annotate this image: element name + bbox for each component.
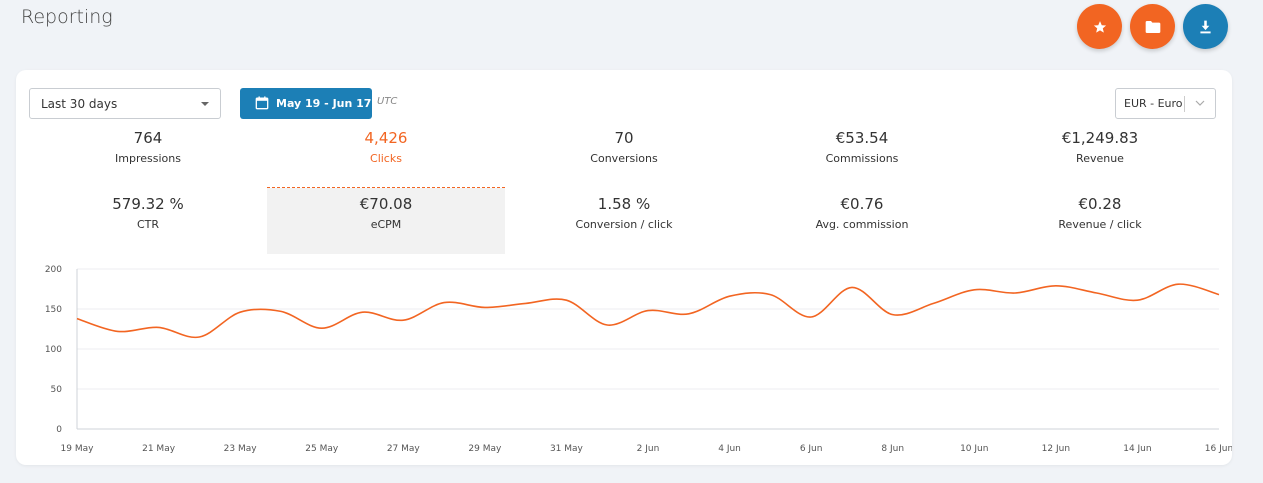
download-icon <box>1200 20 1211 33</box>
x-tick-label: 23 May <box>224 444 258 454</box>
period-select-value: Last 30 days <box>41 96 118 111</box>
metric-label: Clicks <box>370 152 402 165</box>
metric-label: Conversion / click <box>575 218 673 231</box>
period-select[interactable]: Last 30 days <box>29 88 221 119</box>
favorite-button[interactable] <box>1077 4 1122 49</box>
metric-value: 579.32 % <box>112 195 184 213</box>
metric-label: eCPM <box>370 218 402 231</box>
metric-label: Conversions <box>590 152 658 165</box>
date-range-button[interactable]: May 19 - Jun 17 <box>240 88 372 119</box>
x-tick-label: 4 Jun <box>718 444 741 454</box>
y-tick-label: 50 <box>51 385 63 395</box>
x-tick-label: 29 May <box>468 444 502 454</box>
metric-revenue-per-click[interactable]: €0.28 Revenue / click <box>981 188 1219 254</box>
x-tick-label: 14 Jun <box>1123 444 1151 454</box>
folder-button[interactable] <box>1130 4 1175 49</box>
metric-label: CTR <box>136 218 160 231</box>
metric-avg-commission[interactable]: €0.76 Avg. commission <box>743 188 981 254</box>
x-tick-label: 8 Jun <box>881 444 904 454</box>
currency-select-value: EUR - Euro <box>1124 97 1183 110</box>
folder-icon <box>1145 20 1160 33</box>
clicks-series-line <box>76 283 1220 339</box>
metric-clicks[interactable]: 4,426 Clicks <box>267 122 505 188</box>
x-tick-label: 31 May <box>550 444 584 454</box>
star-icon <box>1093 20 1106 33</box>
x-tick-label: 27 May <box>387 444 421 454</box>
y-tick-label: 150 <box>45 305 62 315</box>
metric-conversions[interactable]: 70 Conversions <box>505 122 743 188</box>
y-tick-label: 200 <box>45 265 62 275</box>
x-tick-label: 12 Jun <box>1042 444 1070 454</box>
metric-ctr[interactable]: 579.32 % CTR <box>29 188 267 254</box>
chevron-down-icon <box>1195 100 1205 106</box>
x-tick-label: 10 Jun <box>960 444 988 454</box>
calendar-icon <box>255 96 269 110</box>
metric-label: Commissions <box>825 152 899 165</box>
metric-label: Revenue / click <box>1058 218 1142 231</box>
metric-ecpm[interactable]: €70.08 eCPM <box>267 188 505 254</box>
metric-value: €0.28 <box>1078 195 1122 213</box>
metric-value: €1,249.83 <box>1061 129 1139 147</box>
x-tick-label: 21 May <box>142 444 176 454</box>
metric-commissions[interactable]: €53.54 Commissions <box>743 122 981 188</box>
metric-value: 1.58 % <box>597 195 651 213</box>
x-tick-label: 25 May <box>305 444 339 454</box>
download-button[interactable] <box>1183 4 1228 49</box>
timezone-label: UTC <box>377 96 398 107</box>
clicks-line-chart: 0 50 100 150 200 19 May 21 May 23 May 25 May 27 … <box>45 265 1232 454</box>
metric-conversion-per-click[interactable]: 1.58 % Conversion / click <box>505 188 743 254</box>
metric-revenue[interactable]: €1,249.83 Revenue <box>981 122 1219 188</box>
x-tick-label: 6 Jun <box>800 444 823 454</box>
y-tick-label: 100 <box>45 345 62 355</box>
metric-value: €0.76 <box>840 195 884 213</box>
x-tick-label: 19 May <box>61 444 95 454</box>
metric-value: 70 <box>614 129 634 147</box>
metric-label: Revenue <box>1076 152 1124 165</box>
reporting-card: Last 30 days May 19 - Jun 17 UTC EUR - E… <box>16 70 1232 465</box>
metric-label: Impressions <box>115 152 181 165</box>
caret-down-icon <box>201 102 209 106</box>
metric-value: €53.54 <box>835 129 889 147</box>
x-tick-label: 16 Jun <box>1205 444 1232 454</box>
metric-impressions[interactable]: 764 Impressions <box>29 122 267 188</box>
select-separator <box>1184 96 1185 112</box>
date-range-label: May 19 - Jun 17 <box>276 97 372 110</box>
metric-value: €70.08 <box>359 195 413 213</box>
x-tick-label: 2 Jun <box>637 444 660 454</box>
metric-label: Avg. commission <box>815 218 909 231</box>
page-title: Reporting <box>21 6 113 28</box>
metric-value: 764 <box>133 129 163 147</box>
y-tick-label: 0 <box>56 425 62 435</box>
currency-select[interactable]: EUR - Euro <box>1115 88 1216 119</box>
metric-value: 4,426 <box>364 129 408 147</box>
